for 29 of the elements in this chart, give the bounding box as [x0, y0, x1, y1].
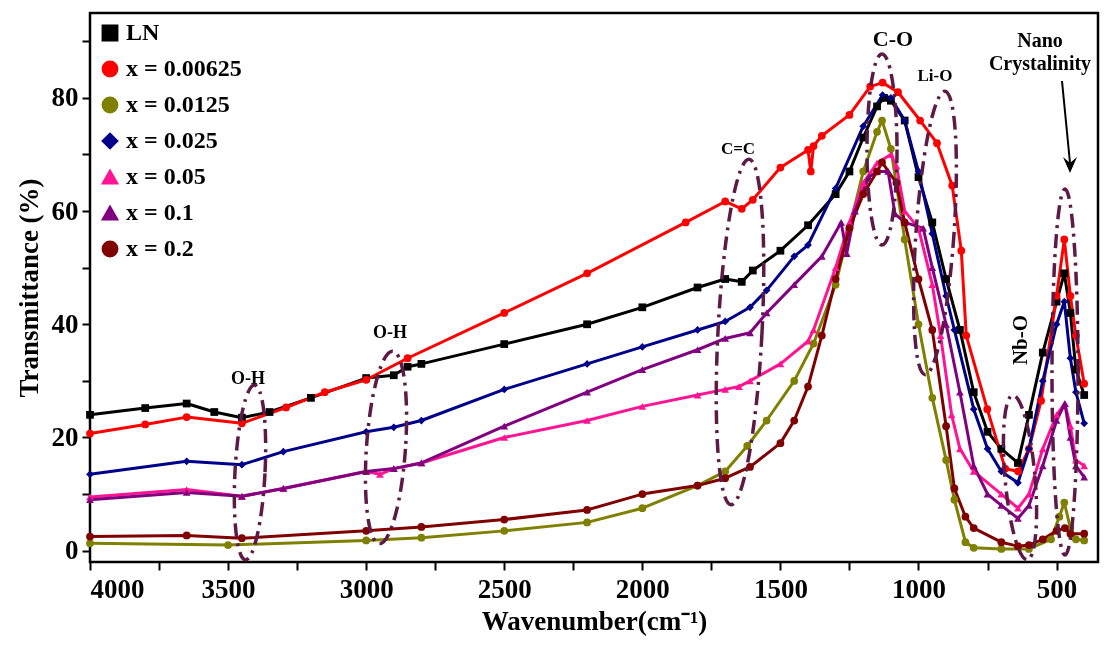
y-tick-label: 60	[51, 195, 79, 226]
x-tick-label: 4000	[90, 573, 145, 604]
x-tick-label: 3000	[339, 573, 394, 604]
x-tick-label: 1500	[753, 573, 808, 604]
legend-label: x = 0.2	[126, 235, 194, 261]
y-tick-label: 20	[51, 421, 79, 452]
x-tick-label: 500	[1036, 573, 1078, 604]
legend-label: x = 0.0125	[126, 91, 230, 117]
y-tick-label: 40	[51, 308, 79, 339]
legend-label: LN	[126, 19, 161, 45]
x-tick-label: 3500	[201, 573, 256, 604]
x-axis-title: Wavenumber(cm⁻¹)	[481, 605, 708, 636]
annotation: Li-O	[917, 65, 953, 85]
legend-label: x = 0.05	[126, 163, 206, 189]
annotation: O-H	[231, 368, 265, 389]
annotation: C-O	[872, 25, 914, 51]
x-tick-label: 1000	[891, 573, 946, 604]
legend-label: x = 0.025	[126, 127, 218, 153]
annotation: O-H	[373, 322, 407, 343]
y-tick-label: 0	[65, 535, 79, 566]
annotation: Nb-O	[1008, 314, 1033, 366]
y-axis-title: Transmittance (%)	[13, 178, 44, 398]
legend-label: x = 0.00625	[126, 55, 242, 81]
annotation: C=C	[720, 138, 756, 158]
x-tick-label: 2500	[477, 573, 532, 604]
x-tick-label: 2000	[615, 573, 670, 604]
legend-label: x = 0.1	[126, 199, 194, 225]
y-tick-label: 80	[51, 82, 79, 113]
annotation: Nano Crystalinity	[988, 28, 1092, 75]
